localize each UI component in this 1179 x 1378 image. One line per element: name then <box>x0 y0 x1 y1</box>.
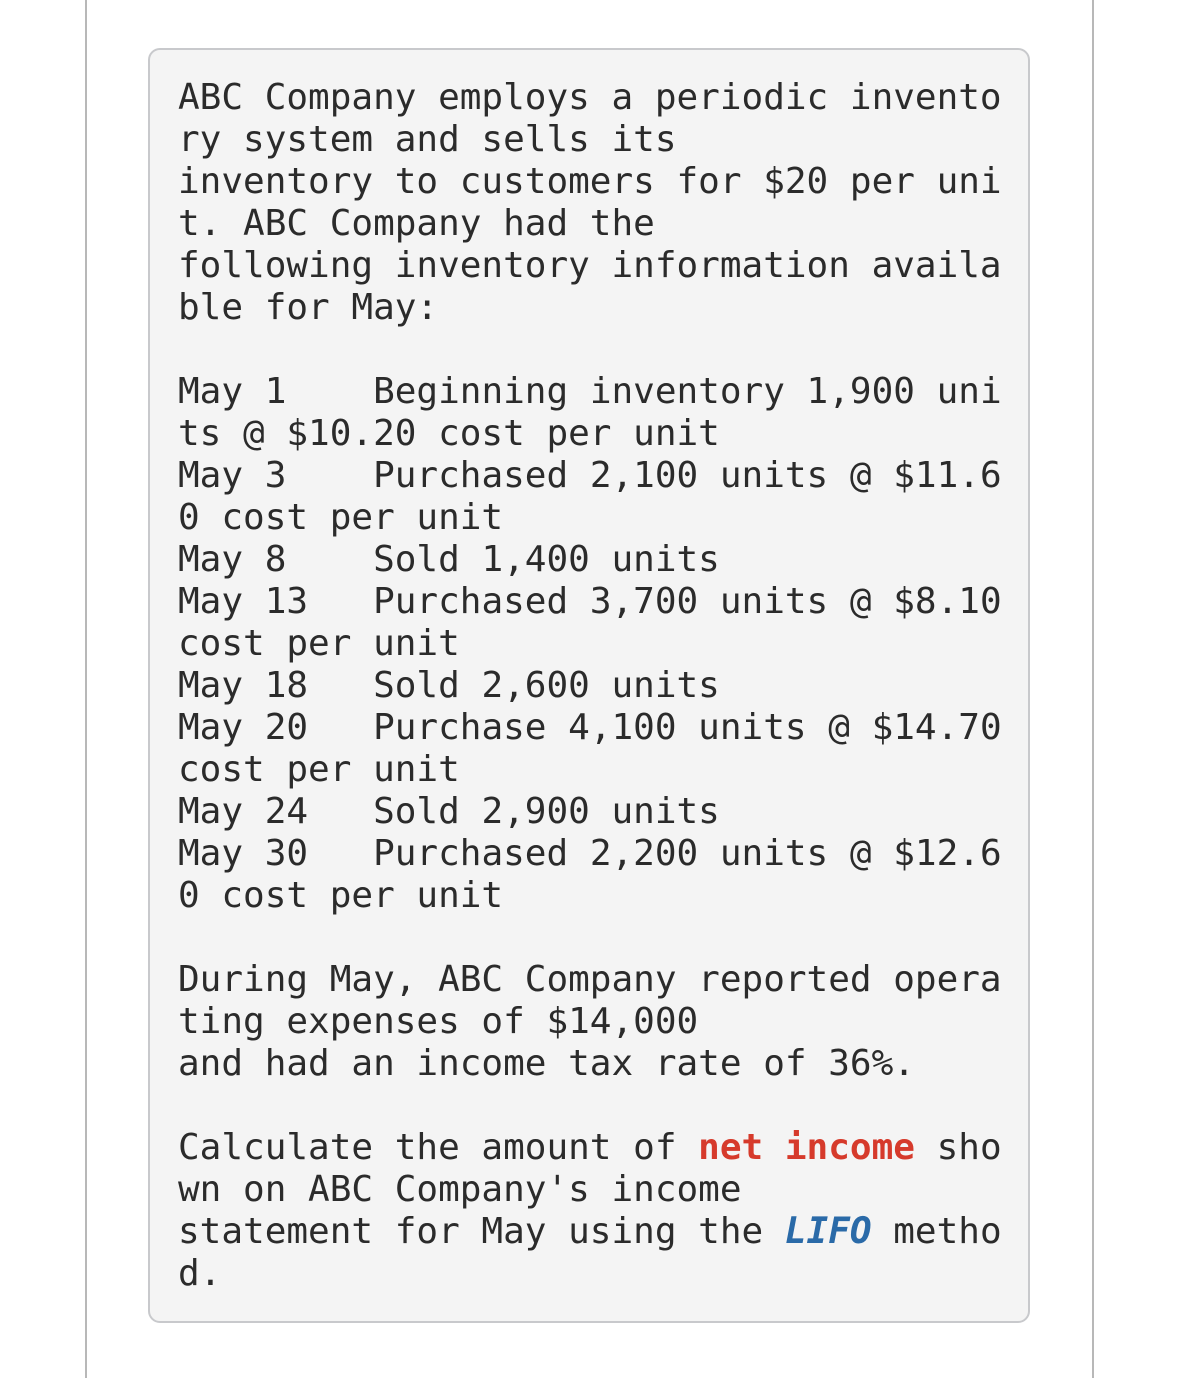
entry-text: Sold 2,600 units <box>373 665 720 706</box>
question-text: Calculate the amount of <box>178 1127 699 1168</box>
entry-text: Purchased 2,100 units @ $11.60 cost per … <box>178 455 1002 538</box>
question-emphasis: LIFO <box>784 1211 872 1252</box>
problem-text: ABC Company employs a periodic inventory… <box>178 77 1004 1295</box>
entry-text: Purchased 2,200 units @ $12.60 cost per … <box>178 833 1002 916</box>
question-text: shown on ABC Company's income statement … <box>178 1127 1002 1252</box>
entry-date: May 24 <box>178 791 309 832</box>
right-rail <box>1092 0 1094 1378</box>
left-rail <box>85 0 87 1378</box>
entry-date: May 3 <box>178 455 287 496</box>
entry-date: May 18 <box>178 665 309 706</box>
entry-date: May 30 <box>178 833 309 874</box>
question-emphasis: net income <box>698 1127 915 1168</box>
entry-date: May 13 <box>178 581 309 622</box>
entry-text: Purchase 4,100 units @ $14.70 cost per u… <box>178 707 1024 790</box>
entry-text: Purchased 3,700 units @ $8.10 cost per u… <box>178 581 1024 664</box>
entry-date: May 8 <box>178 539 287 580</box>
expenses-paragraph: During May, ABC Company reported operati… <box>178 959 1002 1084</box>
entry-date: May 20 <box>178 707 309 748</box>
text-box: ABC Company employs a periodic inventory… <box>148 48 1030 1323</box>
entry-text: Sold 2,900 units <box>373 791 720 832</box>
question-text: method. <box>178 1211 1002 1294</box>
entry-text: Beginning inventory 1,900 units @ $10.20… <box>178 371 1002 454</box>
entry-date: May 1 <box>178 371 287 412</box>
entry-text: Sold 1,400 units <box>373 539 720 580</box>
intro-paragraph: ABC Company employs a periodic inventory… <box>178 77 1002 328</box>
